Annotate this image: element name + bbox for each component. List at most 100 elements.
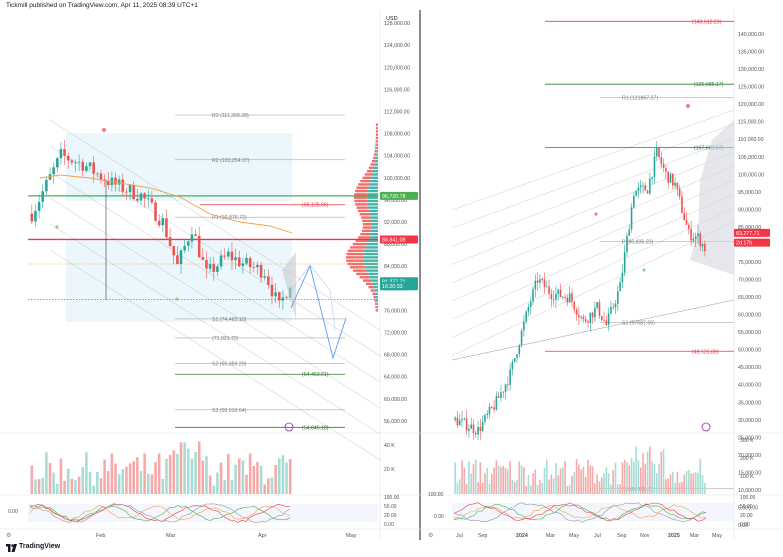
right-volume-bar xyxy=(644,463,647,494)
right-volume-bar xyxy=(653,464,656,494)
right-volume-bar xyxy=(486,467,489,494)
left-volume-profile-bar xyxy=(375,160,378,163)
left-candle-body xyxy=(48,174,52,180)
right-volume-bar xyxy=(681,481,683,494)
right-x-tick-label: Sep xyxy=(478,533,487,539)
right-volume-bar xyxy=(552,478,555,494)
right-candle-body xyxy=(539,279,541,283)
right-y-tick-label: 90,000.00 xyxy=(738,207,761,213)
left-candle-body xyxy=(34,210,37,222)
left-volume-tick-label: 20 K xyxy=(384,467,395,473)
left-volume-profile-bar xyxy=(375,292,378,296)
right-candle-body xyxy=(568,293,571,303)
right-volume-bar xyxy=(534,469,537,494)
right-volume-bar xyxy=(500,466,502,494)
right-volume-bar xyxy=(497,465,500,494)
right-oscillator-line xyxy=(453,504,707,519)
left-x-tick-label: Feb xyxy=(96,533,105,539)
right-volume-bar xyxy=(683,474,686,494)
left-volume-profile-bar xyxy=(370,289,375,292)
right-channel-line xyxy=(451,123,735,229)
left-candle-body xyxy=(128,185,132,193)
tradingview-logo-icon xyxy=(6,544,17,552)
left-candle-body xyxy=(77,161,81,163)
right-y-tick-label: 25,000.00 xyxy=(738,435,761,441)
left-candle-body xyxy=(66,155,70,161)
left-candle-body xyxy=(157,220,161,226)
left-price-tag xyxy=(380,235,418,244)
left-candle-body xyxy=(154,202,157,221)
right-volume-bar xyxy=(536,485,539,494)
left-volume-bar xyxy=(248,453,252,494)
left-volume-bar xyxy=(183,442,186,494)
right-y-tick-label: 140,000.00 xyxy=(738,32,764,38)
left-volume-profile-bar xyxy=(374,163,378,166)
left-volume-profile-bar xyxy=(367,196,378,199)
left-volume-profile-bar xyxy=(376,143,378,146)
right-volume-bar xyxy=(555,463,557,494)
right-volume-bar xyxy=(619,484,621,494)
right-candle-body xyxy=(603,319,605,321)
right-level-label: (125,685.17) xyxy=(694,82,724,88)
right-volume-bar xyxy=(633,462,635,494)
right-volume-bar xyxy=(571,476,573,494)
left-volume-profile-bar xyxy=(352,269,367,272)
right-candle-body xyxy=(529,301,532,307)
right-level-label: (49,531.88) xyxy=(692,349,719,355)
left-level-label: (71,021.72) xyxy=(212,336,239,342)
right-volume-bar xyxy=(525,485,527,494)
right-volume-bar xyxy=(465,484,468,494)
left-volume-profile-bar xyxy=(366,269,378,272)
left-volume-bar xyxy=(234,464,237,494)
right-candle-body xyxy=(532,289,534,302)
right-x-tick-label: Jul xyxy=(594,533,601,539)
left-signal-dot xyxy=(102,128,106,132)
right-oscillator-side-label: 0.00 xyxy=(434,514,444,520)
left-level-label: S3 (58,010.64) xyxy=(212,408,247,414)
left-volume-profile-bar xyxy=(376,309,378,312)
right-volume-bar xyxy=(665,479,667,494)
right-volume-bar xyxy=(484,473,486,494)
right-volume-bar xyxy=(635,446,637,494)
left-volume-profile-bar xyxy=(376,302,378,305)
left-volume-bar xyxy=(99,478,103,494)
right-candle-body xyxy=(493,407,495,410)
left-candle-body xyxy=(56,158,59,168)
left-candle-body xyxy=(172,246,176,256)
right-level-label: P (80,835.23) xyxy=(622,239,654,245)
left-volume-profile-bar xyxy=(364,249,378,252)
right-oscillator-side-label: 100.00 xyxy=(428,492,444,498)
right-y-tick-label: 95,000.00 xyxy=(738,190,761,196)
left-volume-profile-bar xyxy=(349,266,366,269)
left-volume-bar xyxy=(41,477,45,494)
right-volume-bar xyxy=(513,482,516,494)
right-volume-bar xyxy=(504,468,507,494)
right-candle-body xyxy=(628,229,631,236)
right-volume-tick-label: 200 K xyxy=(740,456,754,462)
right-candle-body xyxy=(671,173,674,186)
right-y-tick-label: 135,000.00 xyxy=(738,50,764,56)
left-volume-profile-bar xyxy=(376,146,378,150)
left-candle-body xyxy=(165,218,168,238)
right-candle-body xyxy=(461,418,463,421)
left-level-label: R1 (92,876.72) xyxy=(212,215,247,221)
left-forecast-cone xyxy=(282,252,296,320)
right-signal-dot xyxy=(642,268,646,272)
left-volume-profile-bar xyxy=(376,299,378,302)
left-volume-bar xyxy=(63,480,66,494)
right-candle-body xyxy=(458,420,461,426)
right-candle-body xyxy=(486,413,489,416)
left-volume-bar xyxy=(223,480,226,494)
left-volume-bar xyxy=(252,466,256,494)
left-candle-body xyxy=(187,241,190,246)
left-y-tick-label: 124,000.00 xyxy=(384,43,410,49)
right-volume-bar xyxy=(580,469,582,494)
right-oscillator-tick-label: 0.00 xyxy=(740,522,750,528)
right-candle-body xyxy=(649,178,651,194)
right-candle-body xyxy=(665,167,667,172)
right-volume-bar xyxy=(539,480,541,494)
left-candle-body xyxy=(146,198,150,200)
right-volume-bar xyxy=(562,467,564,494)
left-y-tick-label: 112,000.00 xyxy=(384,109,410,115)
right-candle-body xyxy=(626,235,628,253)
